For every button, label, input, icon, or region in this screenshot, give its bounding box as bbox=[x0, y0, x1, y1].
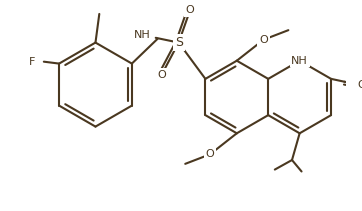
Text: NH: NH bbox=[134, 30, 151, 40]
Text: O: O bbox=[259, 35, 268, 45]
Text: O: O bbox=[157, 70, 166, 80]
Text: NH: NH bbox=[291, 56, 308, 66]
Text: O: O bbox=[186, 5, 194, 15]
Text: S: S bbox=[174, 36, 183, 49]
Text: O: O bbox=[206, 149, 214, 159]
Text: F: F bbox=[29, 57, 35, 67]
Text: O: O bbox=[357, 80, 362, 90]
